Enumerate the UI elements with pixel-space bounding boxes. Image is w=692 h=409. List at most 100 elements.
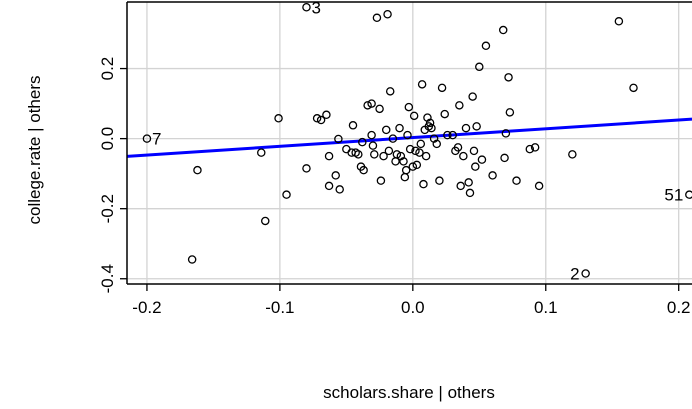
data-point <box>316 115 326 125</box>
data-point <box>468 92 477 101</box>
point-label: 7 <box>152 130 161 149</box>
grid-lines <box>127 2 692 284</box>
data-point <box>440 109 449 119</box>
data-point <box>367 130 376 140</box>
point-label: 51 <box>664 186 683 205</box>
data-point <box>401 165 411 175</box>
data-point <box>282 190 291 199</box>
data-point <box>435 176 444 185</box>
labeled-data-point <box>142 134 152 143</box>
x-tick-label: -0.2 <box>132 298 161 317</box>
data-point <box>312 114 322 123</box>
data-point <box>504 73 513 82</box>
data-point <box>358 137 367 147</box>
data-point <box>427 123 436 133</box>
data-point <box>399 157 408 166</box>
data-point <box>469 146 479 156</box>
data-point <box>324 151 334 161</box>
x-axis-title: scholars.share | others <box>323 383 495 402</box>
data-point <box>456 181 465 191</box>
data-point <box>464 178 473 187</box>
data-point <box>425 118 435 128</box>
labeled-data-point <box>581 269 590 278</box>
data-point <box>500 153 509 163</box>
y-tick-label: 0.0 <box>98 127 117 151</box>
data-point <box>392 150 402 159</box>
y-axis-title: college.rate | others <box>25 76 44 225</box>
data-point <box>261 216 270 226</box>
data-point <box>187 255 197 264</box>
data-point <box>359 165 368 175</box>
data-point <box>372 13 382 23</box>
data-point <box>363 101 372 110</box>
x-tick-label: 0.0 <box>401 298 425 317</box>
data-point <box>461 123 471 133</box>
data-point <box>400 172 410 182</box>
data-point <box>367 99 376 108</box>
data-point <box>437 83 447 93</box>
data-point <box>388 134 398 143</box>
data-point <box>409 111 419 121</box>
data-point <box>419 179 428 189</box>
axes-group: -0.2 -0.1 0.0 0.1 0.2 -0.4 -0.2 0.0 0.2 <box>98 1 692 317</box>
data-point <box>302 164 311 173</box>
data-point <box>331 171 340 180</box>
data-point <box>412 160 422 170</box>
data-point <box>411 146 420 156</box>
data-point <box>405 144 415 154</box>
labeled-data-point <box>685 190 692 199</box>
data-point <box>354 150 363 159</box>
x-tick-label: -0.1 <box>265 298 294 317</box>
x-tick-label: 0.2 <box>667 298 691 317</box>
data-point <box>498 25 508 35</box>
data-point <box>453 143 463 152</box>
points-group <box>142 3 692 278</box>
data-point <box>488 171 497 180</box>
data-point <box>465 188 475 198</box>
data-point <box>443 130 452 140</box>
y-tick-label: -0.2 <box>98 194 117 223</box>
data-point <box>379 151 388 161</box>
point-labels-group: 3 7 2 51 <box>152 0 683 283</box>
data-point <box>193 165 202 175</box>
data-point <box>404 102 414 112</box>
data-point <box>403 130 412 140</box>
data-point <box>416 139 426 149</box>
data-point <box>408 162 418 171</box>
data-point <box>375 104 384 114</box>
labeled-data-point <box>302 3 311 12</box>
data-point <box>385 87 395 96</box>
data-point <box>274 114 283 123</box>
data-point <box>334 134 343 144</box>
data-point <box>471 162 480 171</box>
data-point <box>370 150 379 159</box>
data-point <box>501 129 511 138</box>
point-label: 3 <box>311 0 320 17</box>
data-point <box>322 110 331 120</box>
data-point <box>432 139 442 149</box>
data-point <box>417 80 427 89</box>
data-point <box>376 176 386 185</box>
data-point <box>505 108 515 117</box>
data-point <box>475 62 484 72</box>
data-point <box>530 143 540 152</box>
data-point <box>257 148 266 157</box>
data-point <box>459 151 468 161</box>
y-tick-label: 0.2 <box>98 57 117 81</box>
data-point <box>525 144 535 154</box>
data-point <box>629 83 638 93</box>
y-tick-label: -0.4 <box>98 264 117 293</box>
data-point <box>384 146 394 156</box>
data-point <box>335 185 344 194</box>
data-point <box>512 176 521 185</box>
data-point <box>614 17 624 26</box>
data-point <box>448 130 457 140</box>
data-point <box>383 10 392 19</box>
data-point <box>381 125 391 135</box>
data-point <box>324 181 334 191</box>
data-point <box>568 150 577 159</box>
data-point <box>421 151 431 161</box>
data-point <box>348 121 358 130</box>
data-point <box>472 122 481 131</box>
